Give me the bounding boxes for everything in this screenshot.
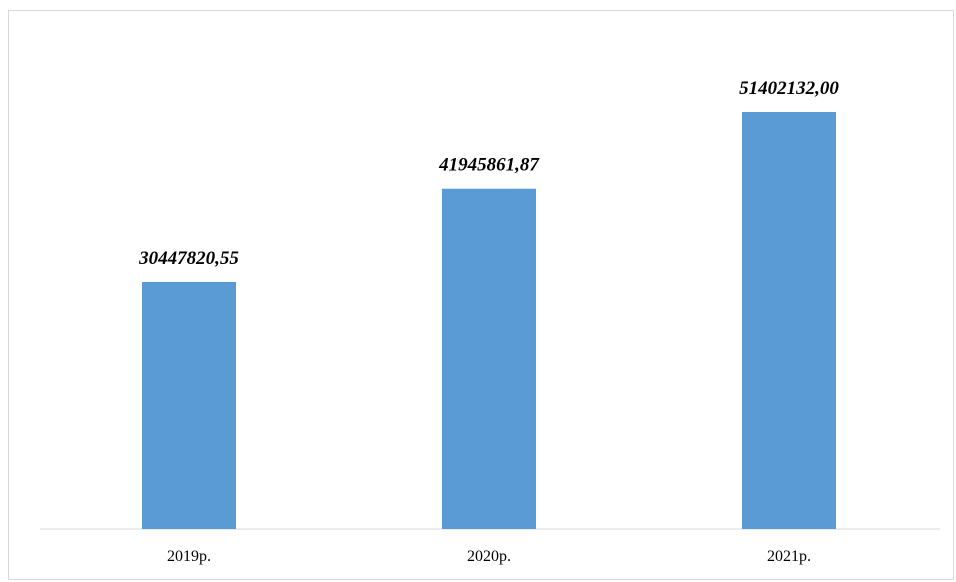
bar-2 (442, 188, 536, 529)
data-label-3: 51402132,00 (739, 78, 839, 99)
x-tick-label-3: 2021р. (767, 548, 811, 565)
x-tick-label-1: 2019р. (167, 548, 211, 565)
x-tick-label-2: 2020р. (467, 548, 511, 565)
bar-3 (742, 112, 836, 529)
data-label-2: 41945861,87 (438, 155, 540, 176)
bar-1 (142, 281, 236, 529)
data-label-1: 30447820,55 (138, 248, 239, 269)
